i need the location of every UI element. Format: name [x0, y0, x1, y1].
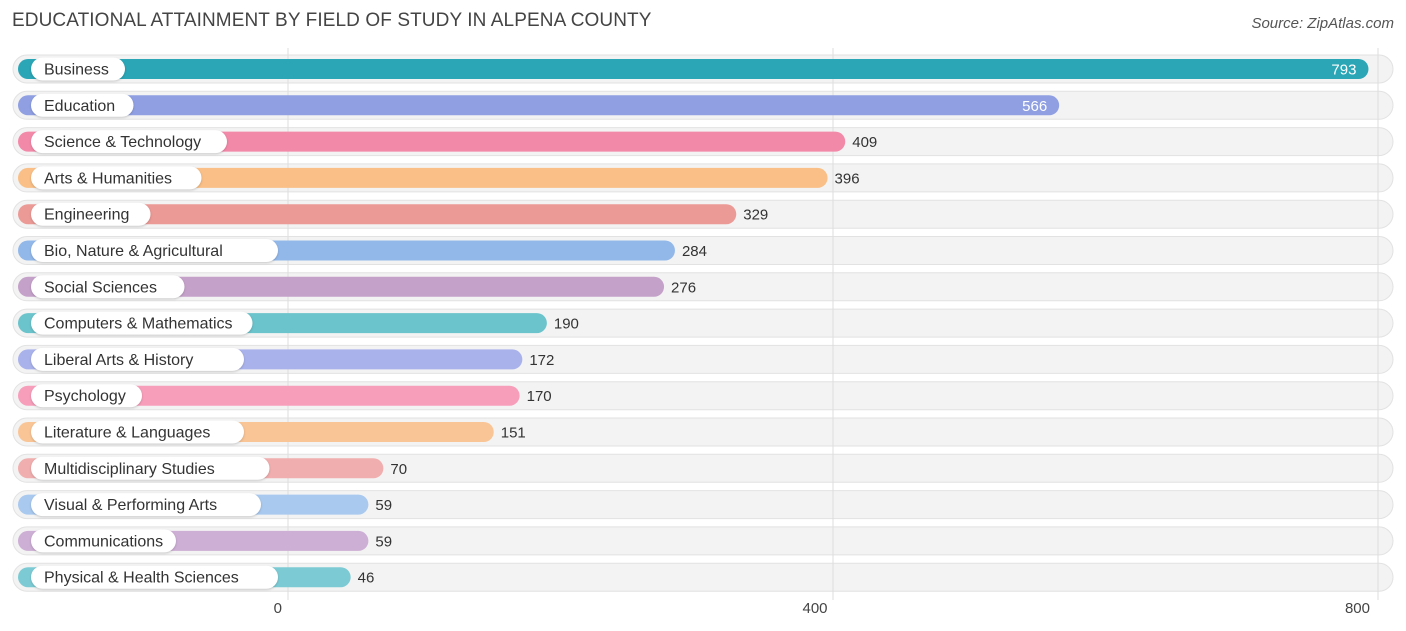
category-label: Business: [44, 62, 109, 79]
category-label-pill: [31, 529, 176, 553]
x-tick-label: 400: [802, 600, 827, 617]
value-label: 409: [852, 134, 877, 151]
value-label: 70: [390, 461, 407, 478]
category-label-pill: [31, 347, 244, 371]
value-label: 284: [682, 243, 707, 260]
value-label: 276: [671, 279, 696, 296]
category-label: Liberal Arts & History: [44, 352, 193, 369]
row-track: [12, 562, 1394, 592]
value-label: 59: [375, 533, 392, 550]
bars: Business 793 Education 566 Science & Technol…: [18, 57, 1369, 589]
category-label: Bio, Nature & Agricultural: [44, 243, 223, 260]
category-label-pill: [31, 565, 278, 589]
category-label-pill: [31, 456, 270, 480]
x-tick-label: 800: [1345, 600, 1370, 617]
category-label-pill: [31, 420, 244, 444]
category-label: Social Sciences: [44, 279, 157, 296]
category-label: Engineering: [44, 207, 129, 224]
chart-title: EDUCATIONAL ATTAINMENT BY FIELD OF STUDY…: [12, 10, 652, 31]
category-label-pill: [31, 57, 125, 81]
category-label-pill: [31, 202, 151, 226]
value-label: 793: [1331, 62, 1356, 79]
bar: [18, 385, 520, 406]
category-label: Science & Technology: [44, 134, 201, 151]
category-label: Multidisciplinary Studies: [44, 461, 215, 478]
category-label: Arts & Humanities: [44, 170, 172, 187]
category-label-pill: [31, 275, 185, 299]
x-tick-label: 0: [274, 600, 282, 617]
category-label: Computers & Mathematics: [44, 316, 233, 333]
bar: [18, 59, 1369, 79]
value-label: 329: [743, 207, 768, 224]
value-label: 566: [1022, 98, 1047, 115]
bar: [18, 167, 828, 188]
category-label-pill: [31, 130, 227, 154]
bar: [18, 95, 1060, 116]
value-label: 190: [554, 316, 579, 333]
value-label: 151: [501, 425, 526, 442]
category-label: Psychology: [44, 388, 126, 405]
bar: [18, 204, 737, 225]
x-axis: 0 400 800: [274, 600, 1370, 617]
category-label: Physical & Health Sciences: [44, 570, 239, 587]
category-label-pill: [31, 493, 261, 517]
category-label: Literature & Languages: [44, 425, 210, 442]
value-label: 170: [527, 388, 552, 405]
category-label: Education: [44, 98, 115, 115]
value-label: 396: [835, 170, 860, 187]
value-label: 59: [375, 497, 392, 514]
value-label: 172: [529, 352, 554, 369]
category-label-pill: [31, 93, 134, 117]
category-label: Visual & Performing Arts: [44, 497, 217, 514]
chart-source: Source: ZipAtlas.com: [1251, 15, 1394, 32]
category-label: Communications: [44, 533, 163, 550]
category-label-pill: [31, 239, 278, 262]
category-label-pill: [31, 311, 253, 335]
category-label-pill: [31, 384, 142, 408]
value-label: 46: [358, 570, 375, 587]
category-label-pill: [31, 166, 202, 190]
